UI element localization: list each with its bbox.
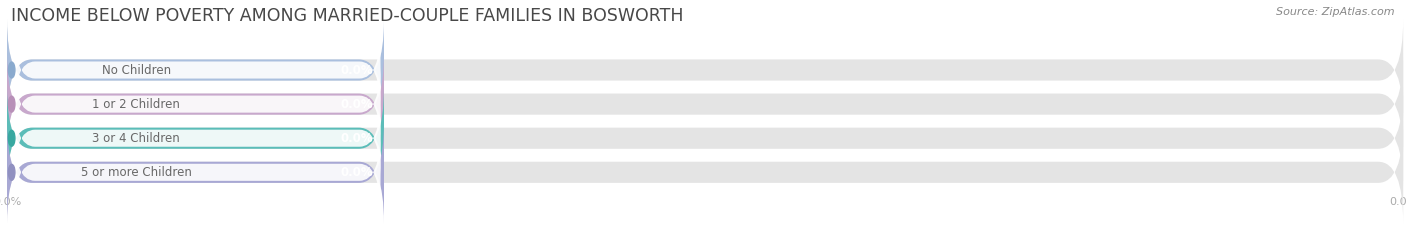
FancyBboxPatch shape (7, 87, 1403, 189)
FancyBboxPatch shape (7, 53, 384, 155)
FancyBboxPatch shape (7, 87, 384, 189)
Text: INCOME BELOW POVERTY AMONG MARRIED-COUPLE FAMILIES IN BOSWORTH: INCOME BELOW POVERTY AMONG MARRIED-COUPL… (11, 7, 683, 25)
FancyBboxPatch shape (14, 27, 381, 113)
FancyBboxPatch shape (14, 62, 381, 147)
FancyBboxPatch shape (7, 19, 384, 121)
FancyBboxPatch shape (7, 121, 1403, 223)
Circle shape (8, 96, 15, 112)
FancyBboxPatch shape (7, 19, 1403, 121)
Circle shape (8, 130, 15, 146)
FancyBboxPatch shape (7, 121, 384, 223)
Text: 0.0%: 0.0% (340, 166, 373, 179)
FancyBboxPatch shape (14, 96, 381, 181)
Text: No Children: No Children (101, 64, 170, 76)
Text: 3 or 4 Children: 3 or 4 Children (93, 132, 180, 145)
Text: 0.0%: 0.0% (340, 64, 373, 76)
Text: 0.0%: 0.0% (340, 132, 373, 145)
FancyBboxPatch shape (14, 130, 381, 215)
FancyBboxPatch shape (7, 53, 1403, 155)
Circle shape (8, 62, 15, 78)
Circle shape (8, 164, 15, 180)
Text: 5 or more Children: 5 or more Children (80, 166, 191, 179)
Text: 1 or 2 Children: 1 or 2 Children (93, 98, 180, 111)
Text: Source: ZipAtlas.com: Source: ZipAtlas.com (1277, 7, 1395, 17)
Text: 0.0%: 0.0% (340, 98, 373, 111)
